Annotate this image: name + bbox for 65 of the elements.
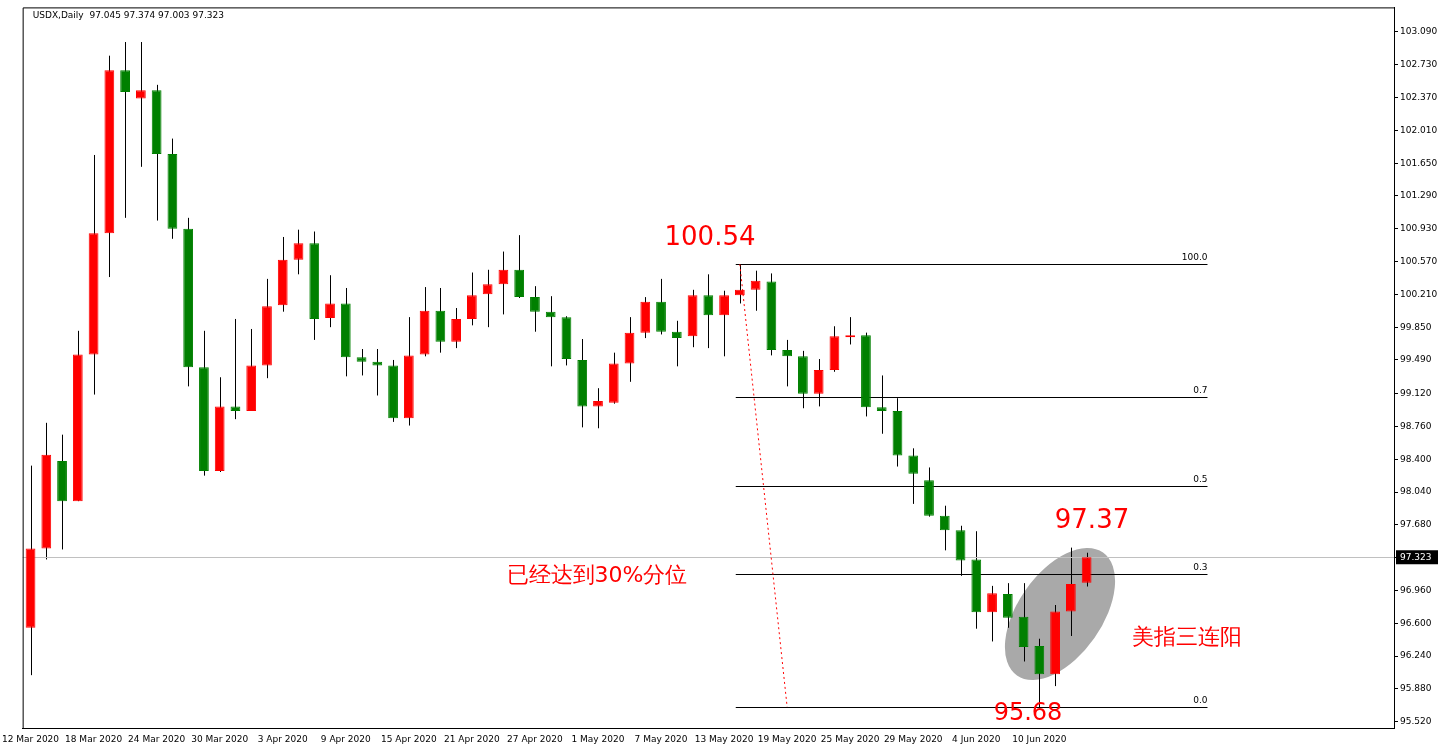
x-tick-label: 19 May 2020 bbox=[757, 733, 817, 744]
x-tick-label: 27 Apr 2020 bbox=[507, 733, 564, 744]
y-tick-label: 96.240 bbox=[1400, 650, 1432, 661]
x-tick-label: 10 Jun 2020 bbox=[1012, 733, 1067, 744]
x-tick-label: 3 Apr 2020 bbox=[257, 733, 308, 744]
x-tick-label: 24 Mar 2020 bbox=[128, 733, 186, 744]
annotation: 0.0 bbox=[1193, 694, 1208, 705]
y-tick-label: 99.850 bbox=[1400, 321, 1432, 332]
x-tick-label: 18 Mar 2020 bbox=[65, 733, 123, 744]
candlestick bbox=[987, 585, 997, 642]
annotation: 100.54 bbox=[664, 220, 756, 251]
annotation: 0.3 bbox=[1193, 561, 1208, 572]
candlestick bbox=[1002, 582, 1013, 629]
annotation: 已经达到30%分位 bbox=[506, 561, 688, 587]
candlestick bbox=[467, 272, 477, 326]
y-tick-label: 99.120 bbox=[1400, 388, 1432, 399]
y-tick-label: 98.760 bbox=[1400, 420, 1432, 431]
y-tick-label: 97.323 bbox=[1400, 551, 1432, 562]
x-tick-label: 30 Mar 2020 bbox=[191, 733, 249, 744]
candlestick bbox=[230, 318, 241, 420]
chart-title: USDX,Daily 97.045 97.374 97.003 97.323 bbox=[32, 9, 224, 20]
y-tick-label: 99.490 bbox=[1400, 354, 1432, 365]
candlestick bbox=[293, 229, 304, 275]
annotation: 100.0 bbox=[1181, 252, 1208, 263]
annotation: 97.37 bbox=[1054, 503, 1130, 534]
y-tick-label: 96.600 bbox=[1400, 617, 1432, 628]
candlestick bbox=[719, 290, 729, 357]
candlestick bbox=[482, 269, 493, 328]
x-tick-label: 12 Mar 2020 bbox=[2, 733, 60, 744]
annotation: 0.5 bbox=[1193, 473, 1208, 484]
y-tick-label: 95.520 bbox=[1400, 715, 1432, 726]
y-tick-label: 102.010 bbox=[1400, 124, 1438, 135]
y-tick-label: 102.370 bbox=[1400, 91, 1438, 102]
candlestick bbox=[703, 273, 714, 349]
x-tick-label: 21 Apr 2020 bbox=[444, 733, 500, 744]
candlestick bbox=[120, 41, 130, 219]
candlestick bbox=[750, 270, 761, 312]
y-tick-label: 102.730 bbox=[1400, 59, 1438, 70]
candlestick bbox=[939, 505, 950, 551]
y-tick-label: 101.650 bbox=[1400, 157, 1438, 168]
y-tick-label: 97.680 bbox=[1400, 519, 1432, 530]
y-tick-label: 103.090 bbox=[1400, 26, 1438, 37]
x-tick-label: 29 May 2020 bbox=[883, 733, 943, 744]
x-tick-label: 1 May 2020 bbox=[571, 733, 625, 744]
y-tick-label: 98.400 bbox=[1400, 453, 1432, 464]
x-tick-label: 15 Apr 2020 bbox=[381, 733, 437, 744]
candlestick bbox=[356, 348, 367, 376]
y-tick-label: 95.880 bbox=[1400, 683, 1432, 694]
x-tick-label: 25 May 2020 bbox=[820, 733, 880, 744]
y-tick-label: 100.930 bbox=[1400, 223, 1438, 234]
y-tick-label: 98.040 bbox=[1400, 486, 1432, 497]
y-tick-label: 96.960 bbox=[1400, 584, 1432, 595]
x-tick-label: 4 Jun 2020 bbox=[952, 733, 1001, 744]
candlestick bbox=[782, 339, 793, 387]
candlestick bbox=[671, 320, 682, 367]
y-tick-label: 100.570 bbox=[1400, 255, 1438, 266]
annotation: 0.7 bbox=[1193, 385, 1208, 396]
candlestick bbox=[451, 307, 462, 349]
annotation: 美指三连阳 bbox=[1132, 623, 1242, 649]
x-tick-label: 9 Apr 2020 bbox=[320, 733, 372, 744]
candlestick bbox=[135, 41, 146, 168]
x-tick-label: 13 May 2020 bbox=[694, 733, 754, 744]
y-tick-label: 101.290 bbox=[1400, 190, 1438, 201]
x-tick-label: 7 May 2020 bbox=[634, 733, 688, 744]
y-tick-label: 100.210 bbox=[1400, 288, 1438, 299]
